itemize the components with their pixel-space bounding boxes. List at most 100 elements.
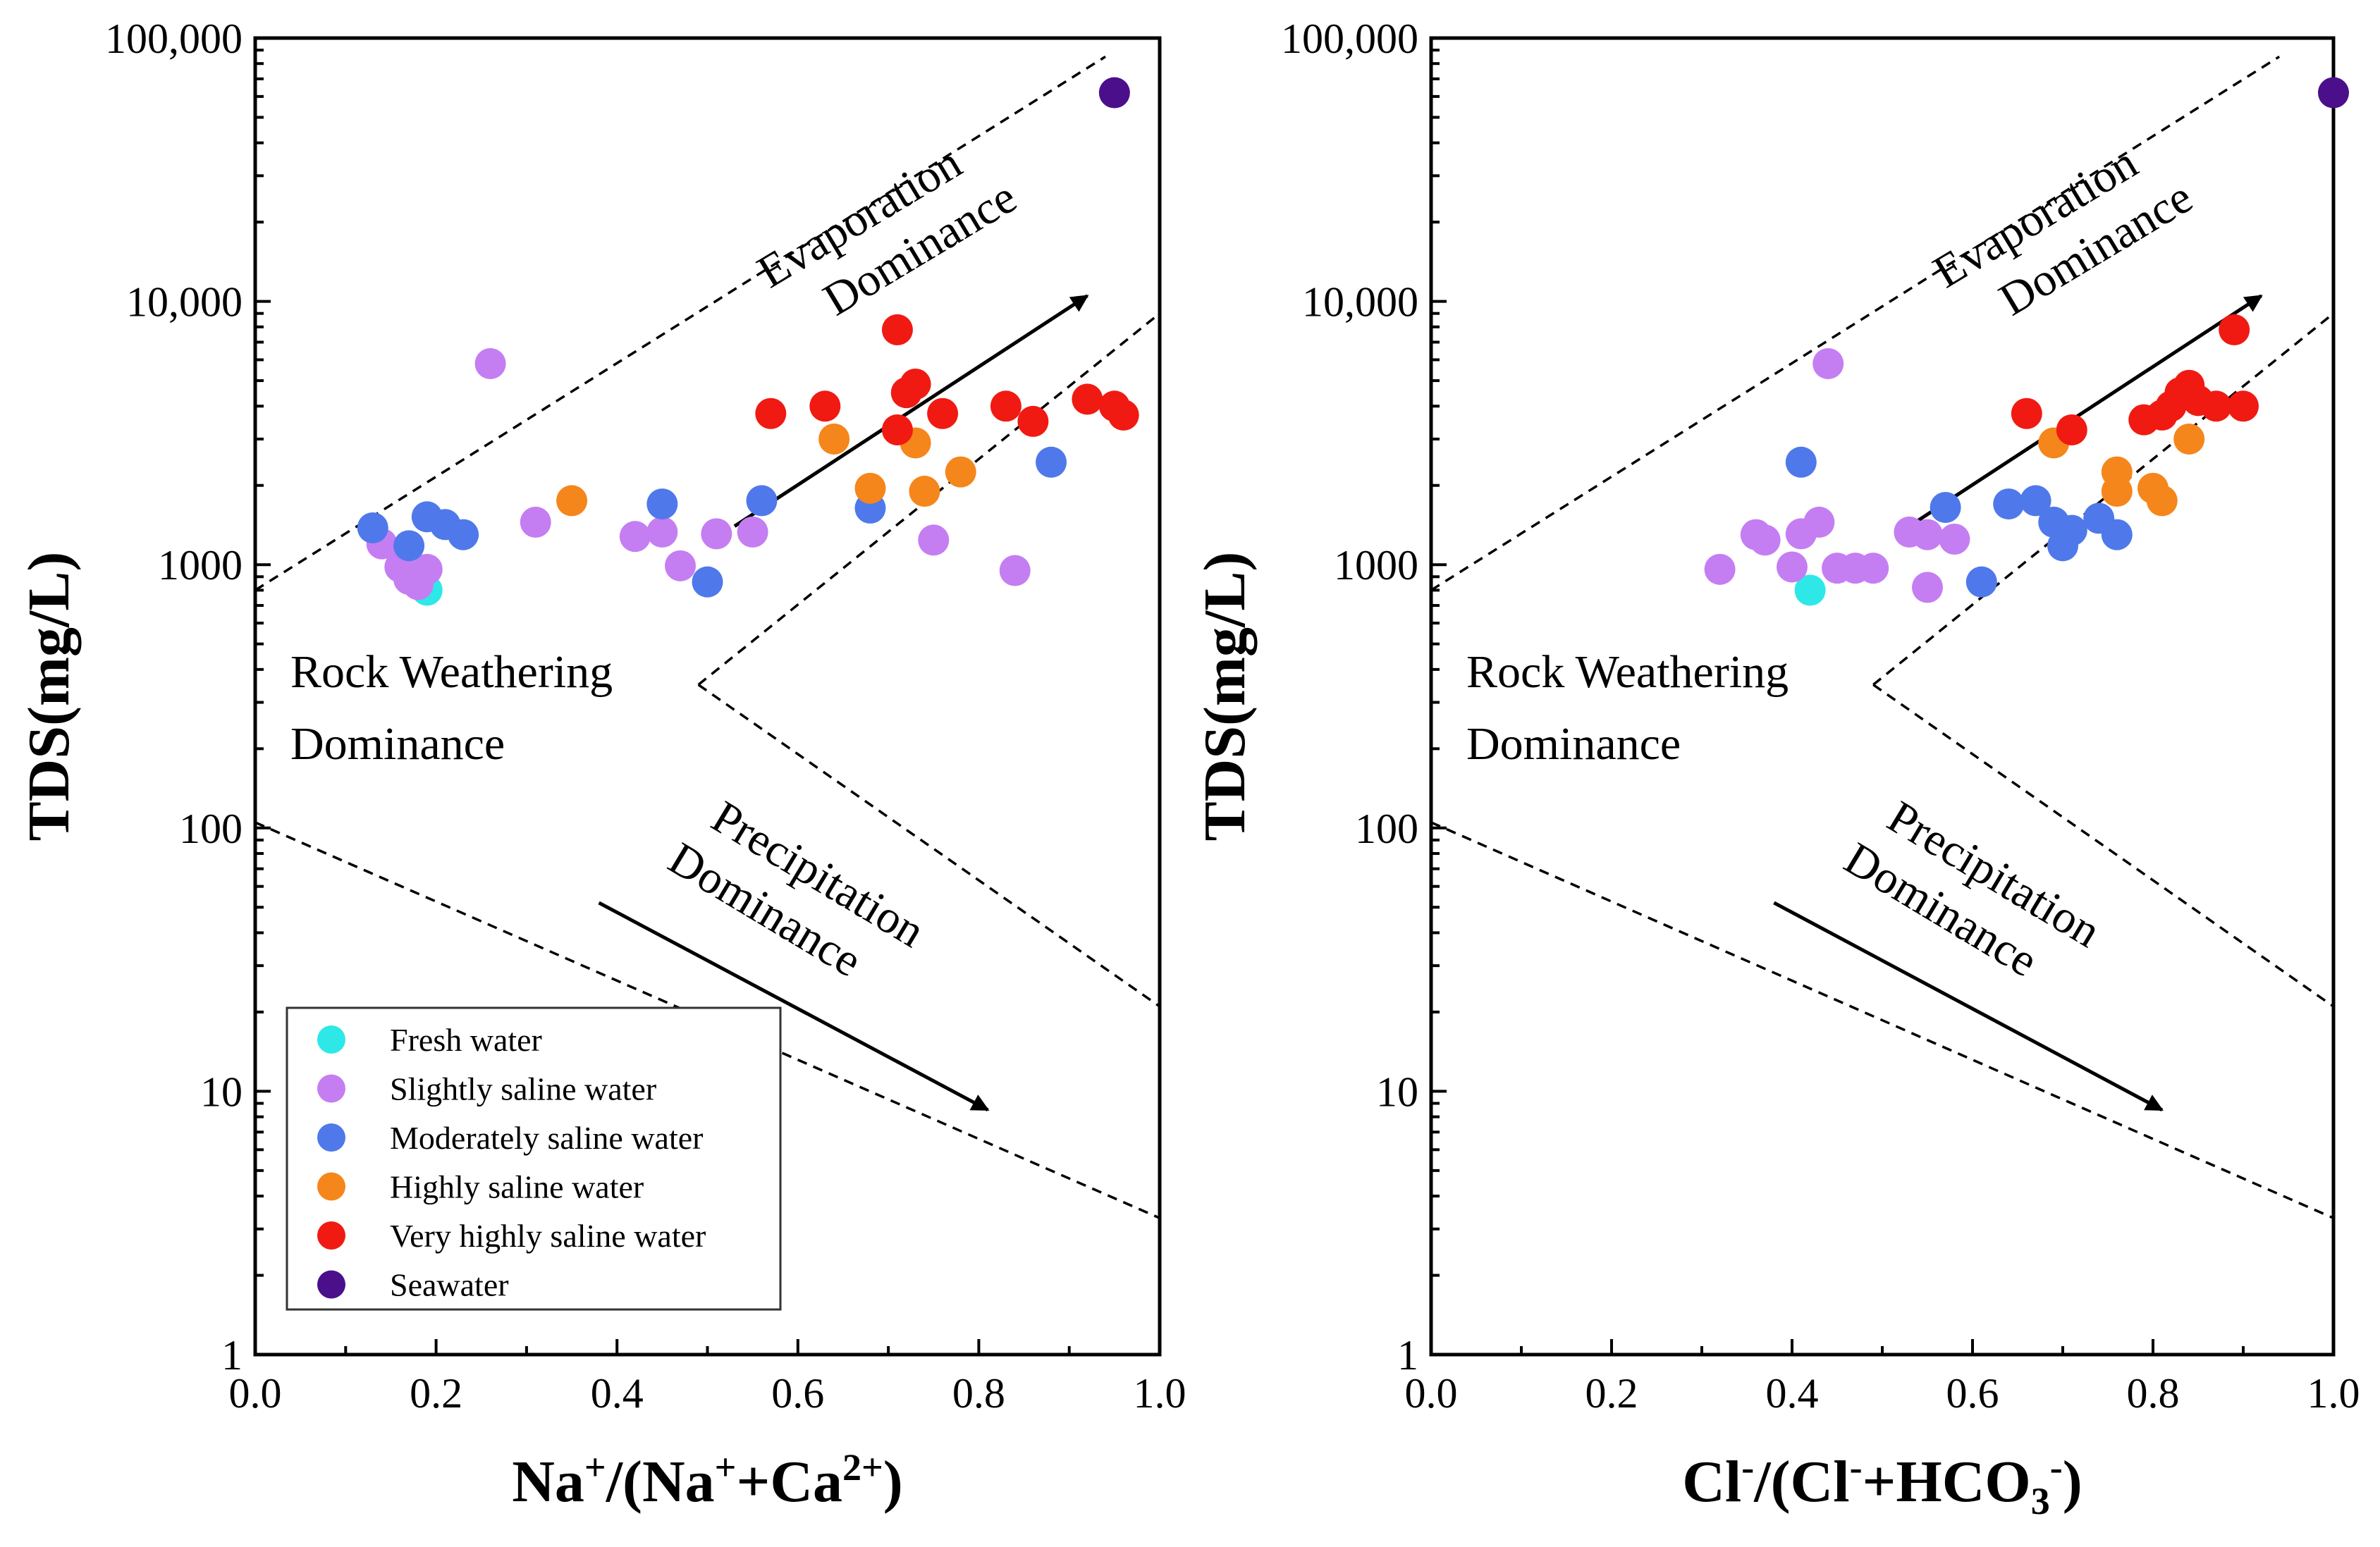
x-axis-title-part: ) <box>2063 1449 2082 1515</box>
data-point-highly-saline-water <box>945 456 976 488</box>
data-point-slightly-saline-water <box>1812 347 1844 379</box>
data-point-moderately-saline-water <box>646 488 678 520</box>
x-tick-label: 0.2 <box>1585 1370 1638 1417</box>
legend-label: Highly saline water <box>390 1169 644 1205</box>
x-axis-title-part: /(Cl <box>1753 1449 1849 1515</box>
data-point-very-highly-saline-water <box>1072 383 1103 415</box>
data-point-slightly-saline-water <box>1777 551 1808 583</box>
data-point-slightly-saline-water <box>619 521 651 553</box>
data-point-highly-saline-water <box>909 476 940 507</box>
legend-marker <box>317 1123 345 1152</box>
data-point-highly-saline-water <box>556 485 588 517</box>
legend-label: Moderately saline water <box>390 1120 703 1156</box>
y-tick-label: 10,000 <box>1302 279 1418 326</box>
y-tick-label: 1000 <box>1334 542 1418 588</box>
data-point-highly-saline-water <box>854 472 886 504</box>
boundary-line-4 <box>1430 821 2334 1219</box>
data-point-very-highly-saline-water <box>2228 390 2259 422</box>
x-axis-title-part: + <box>715 1446 737 1489</box>
data-point-moderately-saline-water <box>1965 566 1997 598</box>
x-axis-title-part: Na <box>512 1449 584 1515</box>
legend-label: Fresh water <box>390 1022 542 1058</box>
rock-weathering-label-line: Rock Weathering <box>290 646 613 698</box>
x-tick-label: 0.4 <box>1766 1370 1819 1417</box>
x-tick-label: 0.6 <box>771 1370 824 1417</box>
data-point-slightly-saline-water <box>665 550 697 581</box>
data-point-moderately-saline-water <box>448 519 479 550</box>
rock-weathering-label-line: Dominance <box>290 718 505 770</box>
boundary-line-1 <box>254 55 1106 591</box>
y-axis-title: TDS(mg/L) <box>1192 552 1258 842</box>
data-point-highly-saline-water <box>818 423 850 455</box>
data-point-moderately-saline-water <box>1993 488 2025 520</box>
legend-marker <box>317 1025 345 1054</box>
evaporation-arrow <box>1908 294 2263 528</box>
data-point-slightly-saline-water <box>737 516 768 548</box>
data-point-slightly-saline-water <box>701 518 732 550</box>
data-point-slightly-saline-water <box>520 506 551 538</box>
legend-marker <box>317 1074 345 1103</box>
x-axis-title-part: - <box>1741 1446 1754 1489</box>
data-point-slightly-saline-water <box>1749 524 1781 556</box>
data-point-very-highly-saline-water <box>881 314 913 345</box>
series-very-highly-saline-water <box>2011 314 2259 445</box>
data-point-very-highly-saline-water <box>1108 399 1139 431</box>
panel-left: 1 10 100 1000 10,000 100,000 0.0 0.2 0.4 0.6 0.8 1.… <box>16 16 1186 1515</box>
series-slightly-saline-water <box>1704 347 1970 603</box>
x-tick-label: 0.0 <box>1405 1370 1458 1417</box>
data-point-moderately-saline-water <box>2101 519 2133 550</box>
data-point-slightly-saline-water <box>1803 506 1835 538</box>
data-point-very-highly-saline-water <box>2219 314 2250 345</box>
data-point-very-highly-saline-water <box>1017 405 1049 437</box>
legend-label: Seawater <box>390 1267 509 1303</box>
x-axis-title-part: - <box>1850 1446 1863 1489</box>
data-point-slightly-saline-water <box>474 347 506 379</box>
boundary-line-3 <box>697 684 1161 1008</box>
data-point-slightly-saline-water <box>1912 572 1943 603</box>
legend-label: Slightly saline water <box>390 1071 656 1107</box>
x-tick-label: 0.4 <box>591 1370 644 1417</box>
data-point-very-highly-saline-water <box>809 390 841 422</box>
x-axis-title-part: ) <box>883 1449 903 1515</box>
x-axis-title-part: 2+ <box>842 1446 883 1489</box>
x-tick-label: 1.0 <box>1134 1370 1186 1417</box>
data-point-moderately-saline-water <box>393 530 425 562</box>
x-axis-title-part: 3 <box>2031 1480 2050 1522</box>
data-point-very-highly-saline-water <box>927 397 959 429</box>
data-point-moderately-saline-water <box>692 566 723 598</box>
series-seawater <box>2318 77 2349 109</box>
y-tick-label: 10,000 <box>126 279 243 326</box>
data-point-seawater <box>2318 77 2349 109</box>
data-point-slightly-saline-water <box>918 524 950 556</box>
legend-marker <box>317 1221 345 1250</box>
data-point-moderately-saline-water <box>2056 514 2087 546</box>
data-point-moderately-saline-water <box>357 512 388 543</box>
x-axis-title: Na+/(Na++Ca2+) <box>512 1446 903 1515</box>
series-very-highly-saline-water <box>755 314 1139 445</box>
data-point-slightly-saline-water <box>1912 519 1943 550</box>
x-axis-title-part: Cl <box>1682 1449 1741 1515</box>
series-fresh-water <box>1794 574 1826 606</box>
data-point-very-highly-saline-water <box>2011 397 2042 429</box>
data-point-very-highly-saline-water <box>990 390 1022 422</box>
y-tick-label: 100,000 <box>1281 16 1418 62</box>
data-point-slightly-saline-water <box>1939 523 1970 555</box>
data-point-moderately-saline-water <box>1036 446 1067 478</box>
data-point-moderately-saline-water <box>1785 446 1817 478</box>
rock-weathering-label-line: Rock Weathering <box>1466 646 1789 698</box>
rock-weathering-label-line: Dominance <box>1466 718 1681 770</box>
x-tick-label: 1.0 <box>2307 1370 2360 1417</box>
plot-frame <box>253 36 1162 1357</box>
x-tick-label: 0.8 <box>2127 1370 2180 1417</box>
data-point-moderately-saline-water <box>2020 485 2051 517</box>
y-tick-label: 1 <box>221 1332 243 1379</box>
panel-right: 1 10 100 1000 10,000 100,000 0.0 0.2 0.4 0.6 0.8 1.… <box>1192 16 2360 1522</box>
y-tick-label: 1 <box>1397 1332 1418 1379</box>
data-point-highly-saline-water <box>2173 423 2205 455</box>
legend-marker <box>317 1172 345 1201</box>
data-point-moderately-saline-water <box>746 485 778 517</box>
series-slightly-saline-water <box>366 347 1031 600</box>
